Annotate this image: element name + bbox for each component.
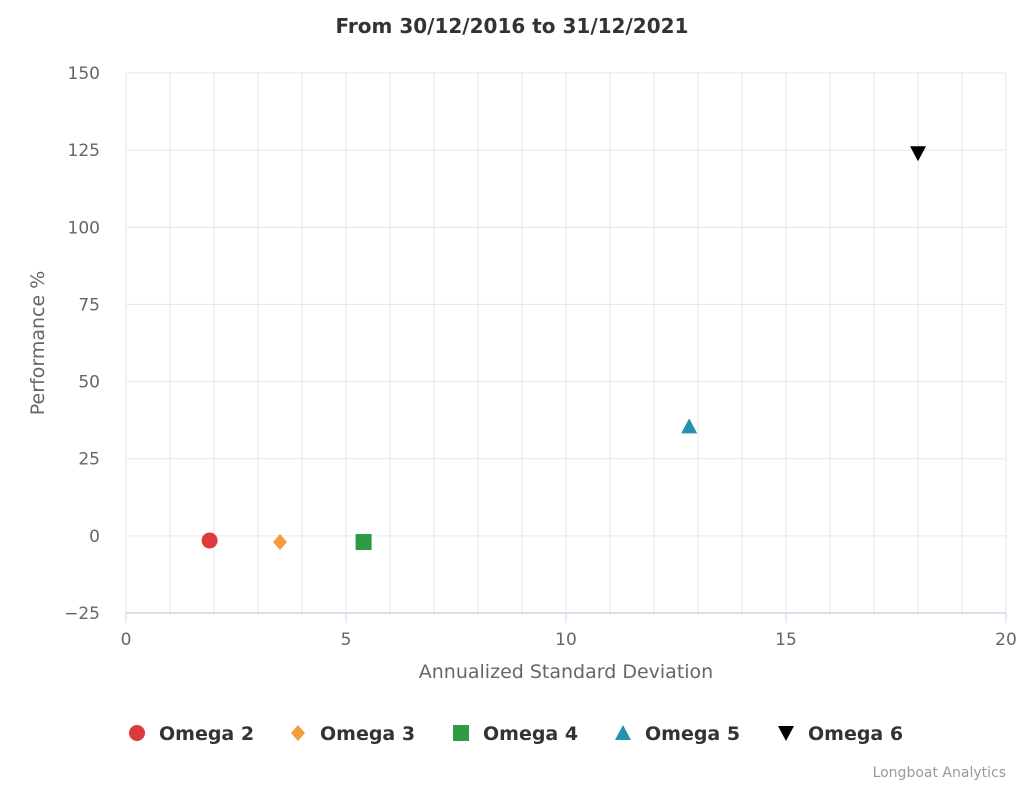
x-tick-label: 20	[995, 630, 1017, 650]
legend-marker[interactable]	[129, 725, 145, 741]
legend-item[interactable]: Omega 3	[291, 723, 415, 745]
plot-grid	[125, 72, 1007, 614]
y-tick-label: 75	[78, 295, 100, 315]
legend-marker[interactable]	[291, 725, 305, 741]
y-axis-ticks: −25 0 25 50 75 100 125 150	[64, 64, 100, 624]
y-axis-title: Performance %	[27, 271, 49, 416]
legend-marker[interactable]	[778, 726, 794, 741]
chart-title: From 30/12/2016 to 31/12/2021	[336, 14, 689, 38]
legend-marker[interactable]	[615, 725, 631, 740]
y-tick-label: 125	[68, 141, 100, 161]
y-tick-label: 100	[68, 218, 100, 238]
x-tick-label: 10	[555, 630, 577, 650]
legend-item[interactable]: Omega 6	[778, 723, 903, 745]
legend-label: Omega 3	[320, 723, 415, 745]
x-axis-ticks: 0 5 10 15 20	[121, 613, 1017, 650]
credits[interactable]: Longboat Analytics	[873, 765, 1006, 781]
data-point[interactable]	[910, 146, 926, 162]
legend-label: Omega 5	[645, 723, 740, 745]
y-tick-label: 25	[78, 450, 100, 470]
y-tick-label: −25	[64, 604, 100, 624]
y-tick-label: 0	[89, 527, 100, 547]
legend-item[interactable]: Omega 5	[615, 723, 740, 745]
legend-marker[interactable]	[453, 725, 469, 741]
data-points	[201, 146, 926, 551]
y-tick-label: 50	[78, 373, 100, 393]
x-tick-label: 5	[341, 630, 352, 650]
data-point[interactable]	[201, 532, 218, 549]
x-axis-title: Annualized Standard Deviation	[419, 661, 713, 683]
data-point[interactable]	[273, 534, 287, 551]
data-point[interactable]	[681, 418, 698, 434]
y-tick-label: 150	[68, 64, 100, 84]
legend-item[interactable]: Omega 4	[453, 723, 578, 745]
data-point[interactable]	[355, 534, 372, 551]
x-tick-label: 0	[121, 630, 132, 650]
legend[interactable]: Omega 2 Omega 3 Omega 4 Omega 5 Omega 6	[129, 723, 903, 745]
legend-label: Omega 2	[159, 723, 254, 745]
legend-label: Omega 4	[483, 723, 578, 745]
legend-label: Omega 6	[808, 723, 903, 745]
x-tick-label: 15	[775, 630, 797, 650]
legend-item[interactable]: Omega 2	[129, 723, 254, 745]
